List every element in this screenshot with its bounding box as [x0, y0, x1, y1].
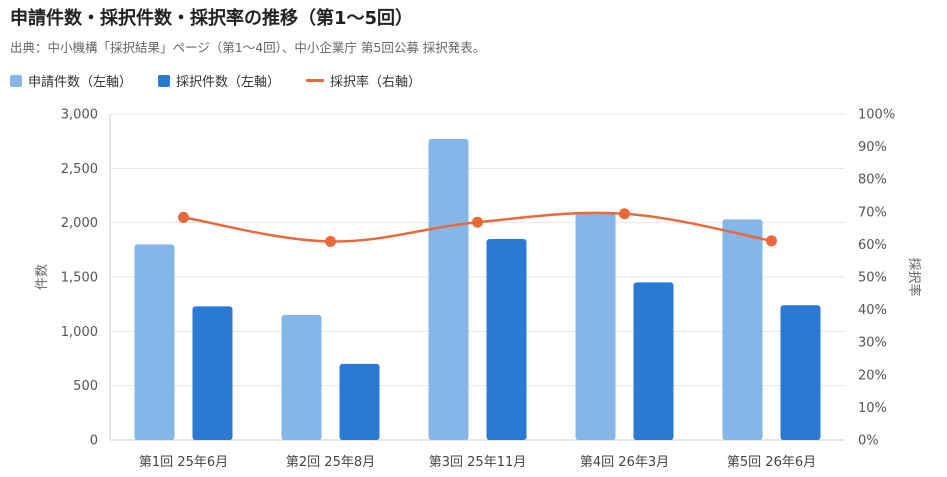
y2-tick-label: 60% [858, 238, 887, 253]
x-category-label: 第2回 25年8月 [286, 455, 375, 470]
rate-line-layer [178, 208, 777, 247]
x-category-label: 第5回 26年6月 [727, 455, 816, 470]
x-category-label: 第4回 26年3月 [580, 455, 669, 470]
bar-adoptions [780, 305, 821, 440]
y-axis-title: 件数 [35, 264, 50, 290]
rate-point [472, 216, 483, 228]
axis-labels: 0 500 1,000 1,500 2,000 2,500 3,000 0% 10% 20% 30%… [61, 108, 895, 471]
legend-label-applications: 申請件数（左軸） [28, 75, 133, 90]
legend-item-rate[interactable]: 採択率（右軸） [306, 71, 421, 90]
y-tick-label: 2,500 [61, 162, 98, 177]
y-tick-label: 1,000 [61, 325, 98, 340]
y2-tick-label: 50% [858, 271, 887, 286]
legend-label-adoptions: 採択件数（左軸） [176, 75, 281, 90]
bar-adoptions [192, 306, 233, 440]
rate-point [325, 235, 336, 247]
y2-tick-label: 20% [858, 368, 887, 383]
y2-tick-label: 10% [858, 401, 887, 416]
bar-applications [575, 212, 616, 440]
rate-point [178, 211, 189, 223]
bar-applications [134, 244, 175, 440]
y-tick-label: 1,500 [61, 271, 98, 286]
rate-point [619, 208, 630, 220]
legend-swatch-rate [306, 79, 325, 82]
y2-axis-title: 採択率 [906, 257, 922, 296]
y-tick-label: 3,000 [61, 108, 98, 123]
x-category-label: 第3回 25年11月 [429, 455, 527, 470]
x-category-label: 第1回 25年6月 [139, 455, 228, 470]
chart-legend: 申請件数（左軸） 採択件数（左軸） 採択率（右軸） [10, 71, 421, 90]
legend-item-applications[interactable]: 申請件数（左軸） [10, 71, 132, 90]
chart-title: 申請件数・採択件数・採択率の推移（第1〜5回） [10, 8, 414, 29]
y-tick-label: 2,000 [61, 216, 98, 231]
bar-layer [134, 138, 821, 440]
bar-adoptions [339, 363, 380, 440]
y2-tick-label: 80% [858, 173, 887, 188]
y2-tick-label: 30% [858, 336, 887, 351]
bar-adoptions [633, 282, 674, 440]
y2-tick-label: 70% [858, 205, 887, 220]
bar-applications [428, 138, 469, 440]
bar-applications [281, 315, 322, 440]
bar-adoptions [486, 238, 527, 440]
rate-point [766, 235, 777, 247]
legend-swatch-adoptions [158, 74, 171, 87]
y2-tick-label: 90% [858, 140, 887, 155]
y-tick-label: 500 [73, 379, 98, 394]
legend-label-rate: 採択率（右軸） [330, 75, 422, 90]
legend-swatch-applications [10, 74, 22, 87]
chart-subtitle: 出典：中小機構「採択結果」ページ（第1〜4回）、中小企業庁 第5回公募 採択発表… [10, 40, 486, 55]
y2-tick-label: 40% [858, 303, 887, 318]
y2-tick-label: 0% [858, 434, 879, 449]
bar-applications [722, 219, 763, 440]
y-tick-label: 0 [90, 434, 98, 449]
y2-tick-label: 100% [858, 108, 895, 123]
legend-item-adoptions[interactable]: 採択件数（左軸） [158, 71, 280, 90]
